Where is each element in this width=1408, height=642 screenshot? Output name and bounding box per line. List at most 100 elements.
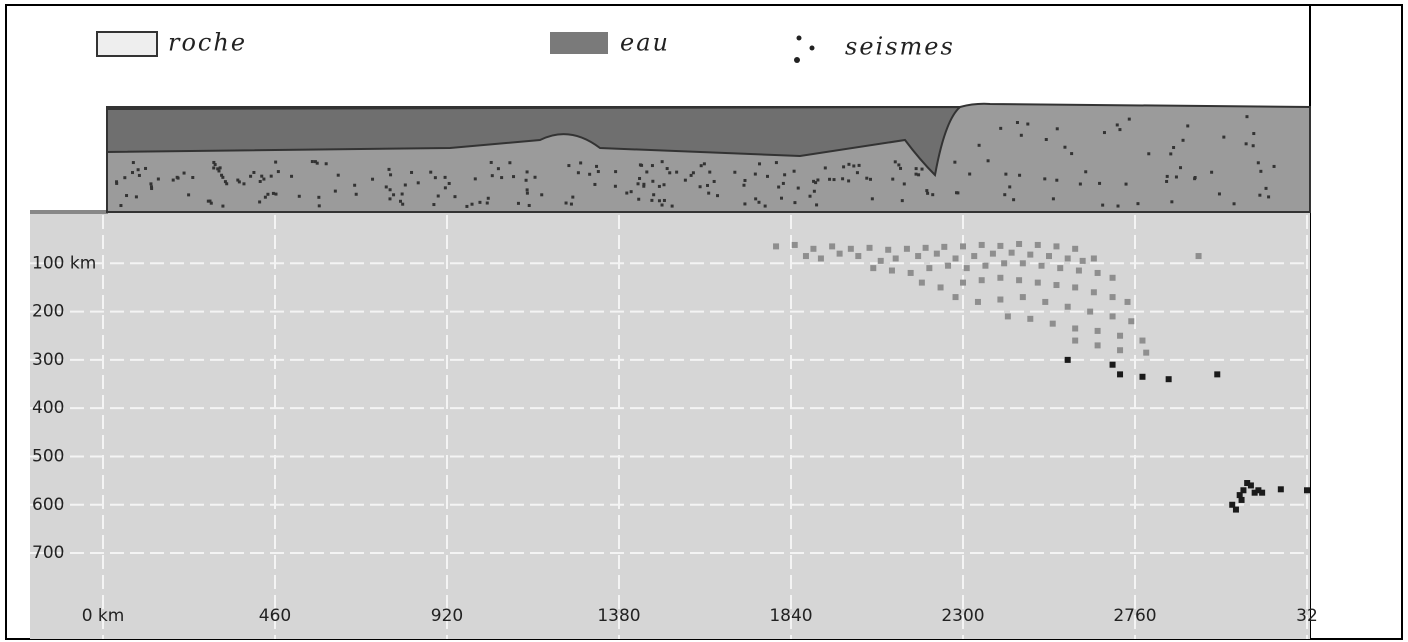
rock-dot [263,195,267,199]
rock-dot [675,170,679,174]
rock-dot [702,162,706,166]
rock-dot [758,162,762,166]
quake-point [1143,349,1150,356]
rock-dot [276,170,280,174]
rock-dot [920,167,924,171]
rock-dot [629,190,633,194]
rock-dot [781,181,785,185]
rock-dot [638,176,642,180]
rock-dot [925,189,929,193]
rock-dot [236,178,240,182]
quake-point [1064,255,1071,262]
rock-dot [596,170,600,174]
quake-point [810,245,817,252]
rock-dot [986,159,990,163]
rock-dot [588,172,592,176]
rock-dot [371,177,375,181]
rock-dot [779,196,783,200]
rock-dot [999,126,1003,130]
rock-dot [651,179,655,183]
x-tick-label: 1380 [597,606,640,626]
rock-dot [512,175,516,179]
quake-point [836,250,843,257]
quake-point [926,265,933,272]
rock-dot [763,204,767,208]
x-tick-label: 2300 [941,606,984,626]
y-tick-label: 100 km [32,253,96,273]
rock-dot [465,204,469,208]
rock-dot [841,177,845,181]
rock-dot [665,167,669,171]
rock-dot [743,202,747,206]
rock-dot [1272,164,1276,168]
quake-point [960,279,966,286]
legend-label: roche [168,29,247,57]
rock-dot [670,204,674,208]
rock-dot [1267,195,1271,199]
quake-point [1128,318,1135,325]
rock-dot [1101,203,1105,207]
rock-dot [576,171,580,175]
rock-dot [1003,193,1007,197]
rock-dot [1244,142,1248,146]
quake-point [1019,260,1026,267]
rock-dot [691,171,695,175]
rock-dot [217,169,221,173]
rock-dot [533,175,537,179]
rock-dot [149,182,153,186]
rock-dot [868,177,872,181]
rock-dot [473,177,477,181]
rock-dot [1055,178,1059,182]
quake-point [1247,482,1254,489]
rock-dot [540,193,544,197]
quake-point [817,255,824,262]
rock-dot [496,167,500,171]
y-tick-label: 300 [32,350,64,370]
rock-dot [525,191,529,195]
quake-point [997,274,1004,281]
legend-swatch-quake [796,35,802,41]
rock-dot [400,192,404,196]
quake-point [773,243,780,250]
quake-point [1214,371,1221,378]
surface-line [30,210,108,214]
rock-dot [1170,200,1174,204]
rock-dot [274,160,278,164]
x-tick-label: 32 [1296,606,1318,626]
quake-point [971,253,978,260]
rock-dot [1044,137,1048,141]
rock-dot [733,170,737,174]
quake-point [1109,361,1116,368]
rock-dot [1174,175,1178,179]
rock-dot [742,183,746,187]
water-layer [106,105,963,178]
rock-dot [1193,177,1197,181]
rock-dot [1147,152,1151,156]
rock-dot [392,193,396,197]
rock-dot [793,201,797,205]
quake-point [1072,337,1079,344]
rock-dot [220,173,224,177]
quake-point [1049,320,1056,327]
rock-dot [191,176,195,180]
quake-point [1057,265,1064,272]
rock-dot [931,193,935,197]
rock-dot [1018,173,1022,177]
rock-dot [792,169,796,173]
quake-point [855,253,862,260]
rock-dot [1127,117,1131,121]
rock-dot [213,163,217,167]
rock-dot [486,196,490,200]
rock-dot [812,189,816,193]
rock-dot [754,197,758,201]
quake-point [1072,284,1079,291]
rock-dot [796,186,800,190]
rock-dot [652,193,656,197]
rock-dot [1116,204,1120,208]
rock-dot [171,178,175,182]
rock-dot [274,192,278,196]
rock-dot [242,182,246,186]
rock-dot [525,170,529,174]
rock-dot [893,160,897,164]
rock-dot [1055,127,1059,131]
